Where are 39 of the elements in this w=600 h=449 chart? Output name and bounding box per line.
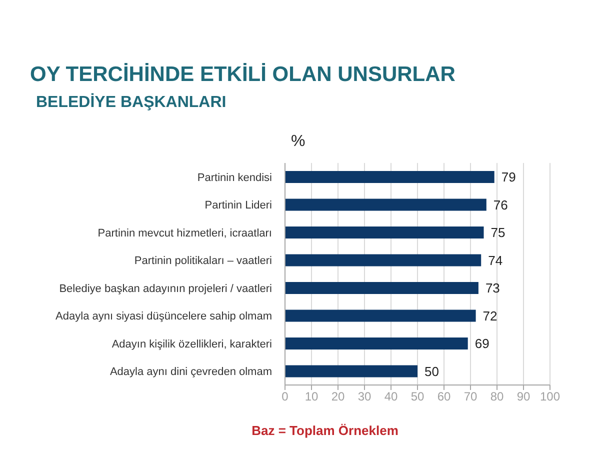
bar	[285, 365, 418, 378]
bar	[285, 254, 482, 266]
text: BELEDİYE BAŞKANLARI	[36, 94, 226, 111]
bar	[285, 171, 494, 183]
x-tick-label: 20	[331, 390, 345, 404]
chart-title: OY TERCİHİNDE ETKİLİ OLAN UNSURLAR	[30, 63, 456, 86]
y-tick-label: Adayla aynı siyasi düşüncelere sahip olmam	[56, 310, 272, 323]
x-axis-title: %	[291, 133, 306, 150]
x-tick-label: 50	[410, 390, 424, 404]
bar	[285, 310, 476, 322]
text: Baz = Toplam Örneklem	[250, 423, 400, 438]
x-tick-label: 90	[516, 390, 530, 404]
y-tick-label: Partinin politikaları – vaatleri	[134, 255, 272, 268]
data-label: 73	[485, 280, 500, 296]
data-label: 76	[493, 197, 508, 212]
x-tick-label: 30	[358, 390, 372, 404]
x-tick-label: 100	[540, 390, 560, 404]
bar	[285, 198, 486, 211]
data-label: 50	[424, 364, 439, 379]
y-tick-label: Belediye başkan adayının projeleri / vaatleri	[59, 282, 272, 295]
bar	[285, 282, 478, 294]
data-label: 74	[488, 252, 503, 268]
y-tick-label: Adayla aynı dini çevreden olmam	[110, 366, 272, 378]
x-tick-label: 0	[282, 390, 289, 404]
y-tick-label: Adayın kişilik özellikleri, karakteri	[112, 338, 272, 350]
y-tick-label: Partinin mevcut hizmetleri, icraatları	[98, 227, 272, 240]
data-label: 72	[482, 308, 498, 324]
data-label: 69	[474, 336, 490, 352]
x-tick-label: 40	[384, 390, 398, 404]
bar	[285, 338, 468, 350]
x-tick-label: 60	[437, 390, 451, 404]
bar	[285, 226, 484, 238]
x-tick-label: 10	[304, 390, 318, 404]
data-label: 79	[501, 170, 516, 185]
y-tick-label: Partinin kendisi	[197, 172, 272, 184]
x-tick-label: 80	[490, 390, 504, 404]
data-label: 75	[490, 225, 506, 240]
y-tick-label: Partinin Lideri	[204, 200, 272, 212]
x-tick-label: 70	[464, 390, 478, 404]
